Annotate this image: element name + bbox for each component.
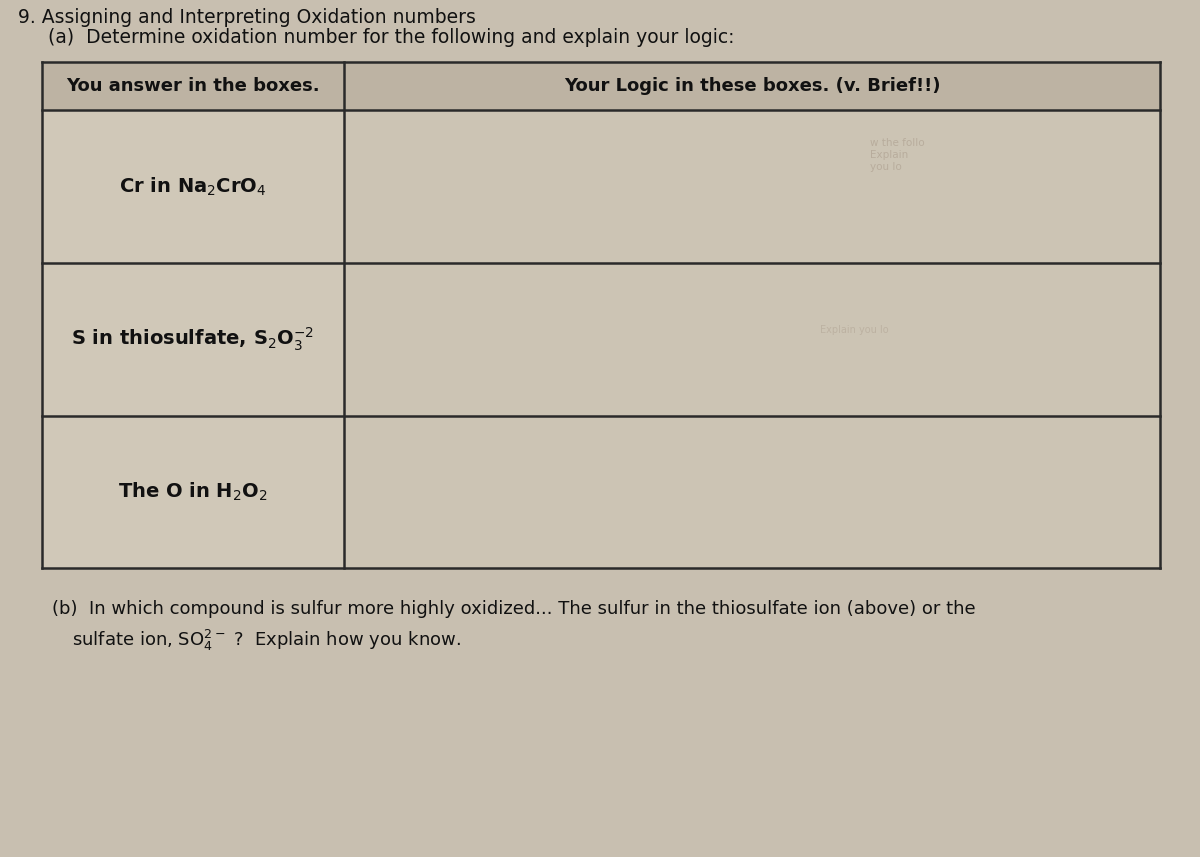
Text: Cr in Na$_2$CrO$_4$: Cr in Na$_2$CrO$_4$ — [119, 176, 266, 198]
Text: Explain you lo: Explain you lo — [820, 325, 889, 335]
Text: (a)  Determine oxidation number for the following and explain your logic:: (a) Determine oxidation number for the f… — [48, 28, 734, 47]
Polygon shape — [344, 110, 1160, 263]
Polygon shape — [42, 110, 344, 263]
Text: Your Logic in these boxes. (v. Brief!!): Your Logic in these boxes. (v. Brief!!) — [564, 77, 940, 95]
Polygon shape — [344, 263, 1160, 416]
Text: sulfate ion, SO$_4^{2-}$ ?  Explain how you know.: sulfate ion, SO$_4^{2-}$ ? Explain how y… — [72, 628, 461, 653]
Text: The O in H$_2$O$_2$: The O in H$_2$O$_2$ — [118, 481, 268, 503]
Text: (b)  In which compound is sulfur more highly oxidized... The sulfur in the thios: (b) In which compound is sulfur more hig… — [52, 600, 976, 618]
Polygon shape — [344, 416, 1160, 568]
Text: w the follo
Explain
you lo: w the follo Explain you lo — [870, 138, 925, 171]
Text: You answer in the boxes.: You answer in the boxes. — [66, 77, 319, 95]
Text: 9. Assigning and Interpreting Oxidation numbers: 9. Assigning and Interpreting Oxidation … — [18, 8, 476, 27]
Polygon shape — [42, 416, 344, 568]
Text: S in thiosulfate, S$_2$O$_3^{-2}$: S in thiosulfate, S$_2$O$_3^{-2}$ — [72, 326, 314, 353]
Polygon shape — [42, 62, 1160, 110]
Polygon shape — [42, 263, 344, 416]
